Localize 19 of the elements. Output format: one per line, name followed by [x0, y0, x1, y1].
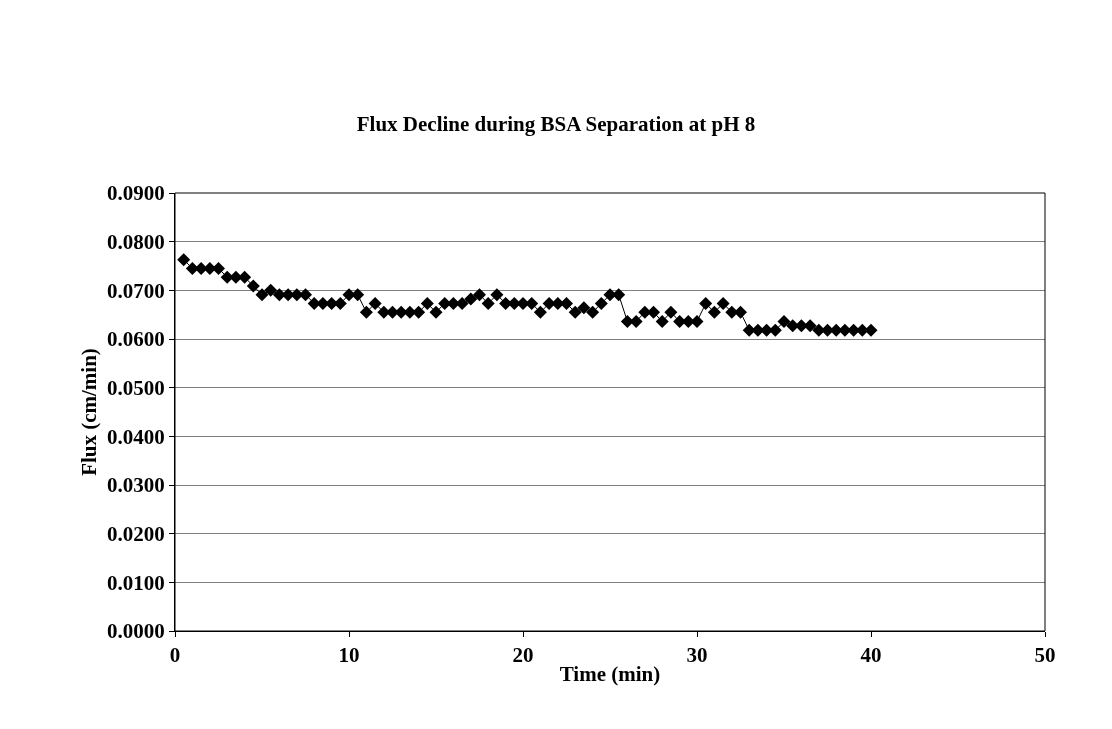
- y-tick-label: 0.0200: [107, 522, 165, 547]
- y-tick-label: 0.0900: [107, 181, 165, 206]
- x-tick-label: 50: [1034, 643, 1056, 668]
- x-axis-title: Time (min): [559, 662, 661, 687]
- x-tick-label: 10: [338, 643, 360, 668]
- y-axis-title: Flux (cm/min): [77, 348, 102, 476]
- chart-title: Flux Decline during BSA Separation at pH 8: [356, 112, 756, 137]
- y-tick-label: 0.0400: [107, 424, 165, 449]
- y-tick-label: 0.0500: [107, 376, 165, 401]
- y-tick-label: 0.0000: [107, 619, 165, 644]
- y-tick-label: 0.0300: [107, 473, 165, 498]
- y-tick-label: 0.0100: [107, 570, 165, 595]
- x-tick-label: 40: [860, 643, 882, 668]
- x-tick-label: 20: [512, 643, 534, 668]
- y-tick-label: 0.0600: [107, 327, 165, 352]
- y-tick-label: 0.0700: [107, 278, 165, 303]
- x-tick-label: 0: [169, 643, 181, 668]
- y-tick-label: 0.0800: [107, 230, 165, 255]
- x-tick-label: 30: [686, 643, 708, 668]
